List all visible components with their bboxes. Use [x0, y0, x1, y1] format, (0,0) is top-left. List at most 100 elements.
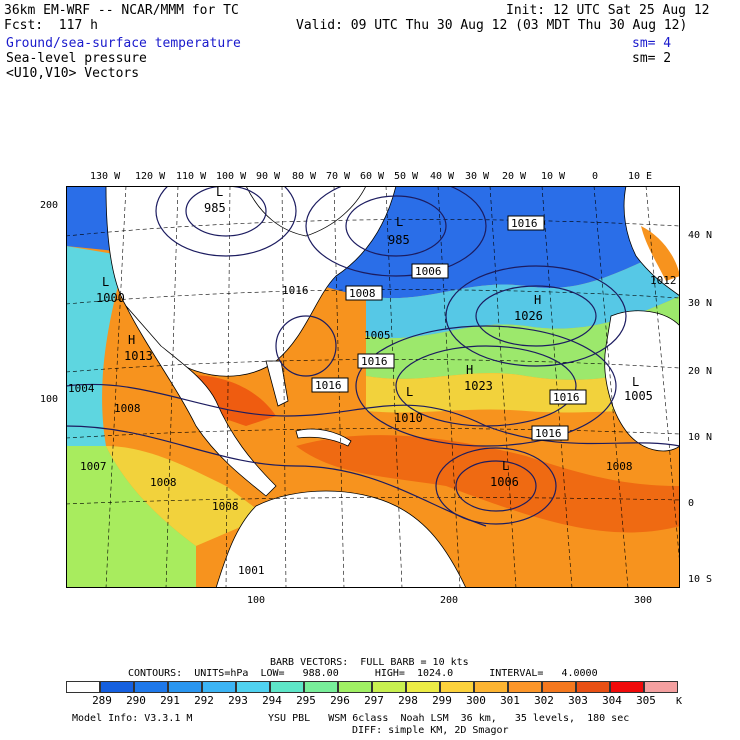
- field-slp-smoothing: sm= 2: [632, 51, 672, 66]
- high-marker: H: [466, 363, 473, 377]
- contour-label: 1006: [415, 265, 442, 278]
- low-value: 1006: [490, 475, 519, 489]
- colorbar-label: 300: [466, 694, 486, 707]
- ocean-cool: [366, 246, 680, 339]
- low-value: 1010: [394, 411, 423, 425]
- colorbar-swatch: [474, 681, 508, 693]
- low-value: 985: [204, 201, 226, 215]
- low-marker: L: [502, 459, 509, 473]
- lon-label: 30 W: [465, 171, 490, 182]
- lon-label: 10 W: [541, 171, 566, 182]
- colorbar-swatch: [542, 681, 576, 693]
- lat-label: 40 N: [688, 230, 713, 241]
- ocean-pacific-south: [66, 446, 196, 588]
- contour-label: 1016: [361, 355, 388, 368]
- colorbar-swatch: [610, 681, 644, 693]
- low-value: 985: [388, 233, 410, 247]
- lat-label: 10 S: [688, 574, 713, 585]
- contour-label: 1016: [315, 379, 342, 392]
- grid-x-label: 200: [440, 595, 459, 606]
- high-value: 1026: [514, 309, 543, 323]
- lon-label: 70 W: [326, 171, 351, 182]
- grid-x-label: 300: [634, 595, 653, 606]
- colorbar-label: 292: [194, 694, 214, 707]
- colorbar-swatch: [576, 681, 610, 693]
- colorbar-label: 291: [160, 694, 180, 707]
- map-frame: [66, 186, 680, 588]
- colorbar-swatch: [66, 681, 100, 693]
- colorbar-label: 298: [398, 694, 418, 707]
- high-marker: H: [534, 293, 541, 307]
- lat-label: 0: [688, 498, 695, 509]
- contour-label: 1016: [282, 284, 309, 297]
- colorbar-swatch: [304, 681, 338, 693]
- barb-info: BARB VECTORS: FULL BARB = 10 kts: [270, 657, 469, 668]
- grid-y-label: 100: [40, 394, 59, 405]
- land-cuba: [295, 428, 352, 447]
- colorbar-label: 289: [92, 694, 112, 707]
- ocean-pacific-north: [66, 246, 126, 466]
- contour-label: 1016: [511, 217, 538, 230]
- land-north-america: [105, 186, 397, 377]
- lon-label: 100 W: [216, 171, 247, 182]
- colorbar-label: 294: [262, 694, 282, 707]
- lon-label: 130 W: [90, 171, 121, 182]
- grid-x-label: 100: [247, 595, 266, 606]
- colorbar-swatch: [508, 681, 542, 693]
- colorbar-swatch: [202, 681, 236, 693]
- grid-y-label: 200: [40, 200, 59, 211]
- contour-label: 1012: [650, 274, 677, 287]
- valid-time: Valid: 09 UTC Thu 30 Aug 12 (03 MDT Thu …: [296, 18, 688, 33]
- low-value: 1000: [96, 291, 125, 305]
- lon-label: 60 W: [360, 171, 385, 182]
- isobars: [66, 186, 680, 527]
- low-marker: L: [102, 275, 109, 289]
- contour-label: 1008: [114, 402, 141, 415]
- ocean-mediterranean: [641, 226, 680, 281]
- forecast-hour: Fcst: 117 h: [4, 18, 98, 33]
- ocean-hot-core: [296, 435, 680, 533]
- contour-label: 1008: [349, 287, 376, 300]
- contour-info: CONTOURS: UNITS=hPa LOW= 988.00 HIGH= 10…: [128, 668, 598, 679]
- colorbar-label: 290: [126, 694, 146, 707]
- colorbar-label: 297: [364, 694, 384, 707]
- lon-label: 120 W: [135, 171, 166, 182]
- model-title: 36km EM-WRF -- NCAR/MMM for TC: [4, 3, 239, 18]
- colorbar-label: 302: [534, 694, 554, 707]
- colorbar-swatch: [372, 681, 406, 693]
- colorbar-swatch: [406, 681, 440, 693]
- land-africa: [604, 310, 680, 452]
- colorbar-label: 293: [228, 694, 248, 707]
- lat-label: 30 N: [688, 298, 713, 309]
- ocean-subtropical: [366, 356, 680, 416]
- init-time: Init: 12 UTC Sat 25 Aug 12: [506, 3, 710, 18]
- lon-label: 10 E: [628, 171, 653, 182]
- colorbar-swatch: [270, 681, 304, 693]
- low-marker: L: [396, 215, 403, 229]
- low-marker: L: [216, 186, 223, 199]
- field-sst-smoothing: sm= 4: [632, 36, 672, 51]
- colorbar-swatch: [644, 681, 678, 693]
- colorbar-swatch: [134, 681, 168, 693]
- low-value: 1005: [624, 389, 653, 403]
- lon-label: 0: [592, 171, 599, 182]
- colorbar-label: 301: [500, 694, 520, 707]
- field-wind-vectors: <U10,V10> Vectors: [6, 66, 140, 81]
- pressure-labels: L 985 L 985 L 1000 L 1010 L 1006 L 1005 …: [96, 186, 653, 489]
- contour-label: 1008: [606, 460, 633, 473]
- colorbar-unit: K: [676, 696, 683, 707]
- low-marker: L: [632, 375, 639, 389]
- physics-info: YSU PBL WSM 6class Noah LSM 36 km, 35 le…: [268, 713, 630, 724]
- land-greenland: [245, 186, 367, 237]
- colorbar-swatch: [236, 681, 270, 693]
- colorbar-swatch: [440, 681, 474, 693]
- colorbar-label: 299: [432, 694, 452, 707]
- field-slp: Sea-level pressure: [6, 51, 147, 66]
- lon-label: 50 W: [394, 171, 419, 182]
- contour-label: 1008: [150, 476, 177, 489]
- lon-label: 90 W: [256, 171, 281, 182]
- lon-label: 110 W: [176, 171, 207, 182]
- low-marker: L: [406, 385, 413, 399]
- lon-label: 40 W: [430, 171, 455, 182]
- colorbar-label: 303: [568, 694, 588, 707]
